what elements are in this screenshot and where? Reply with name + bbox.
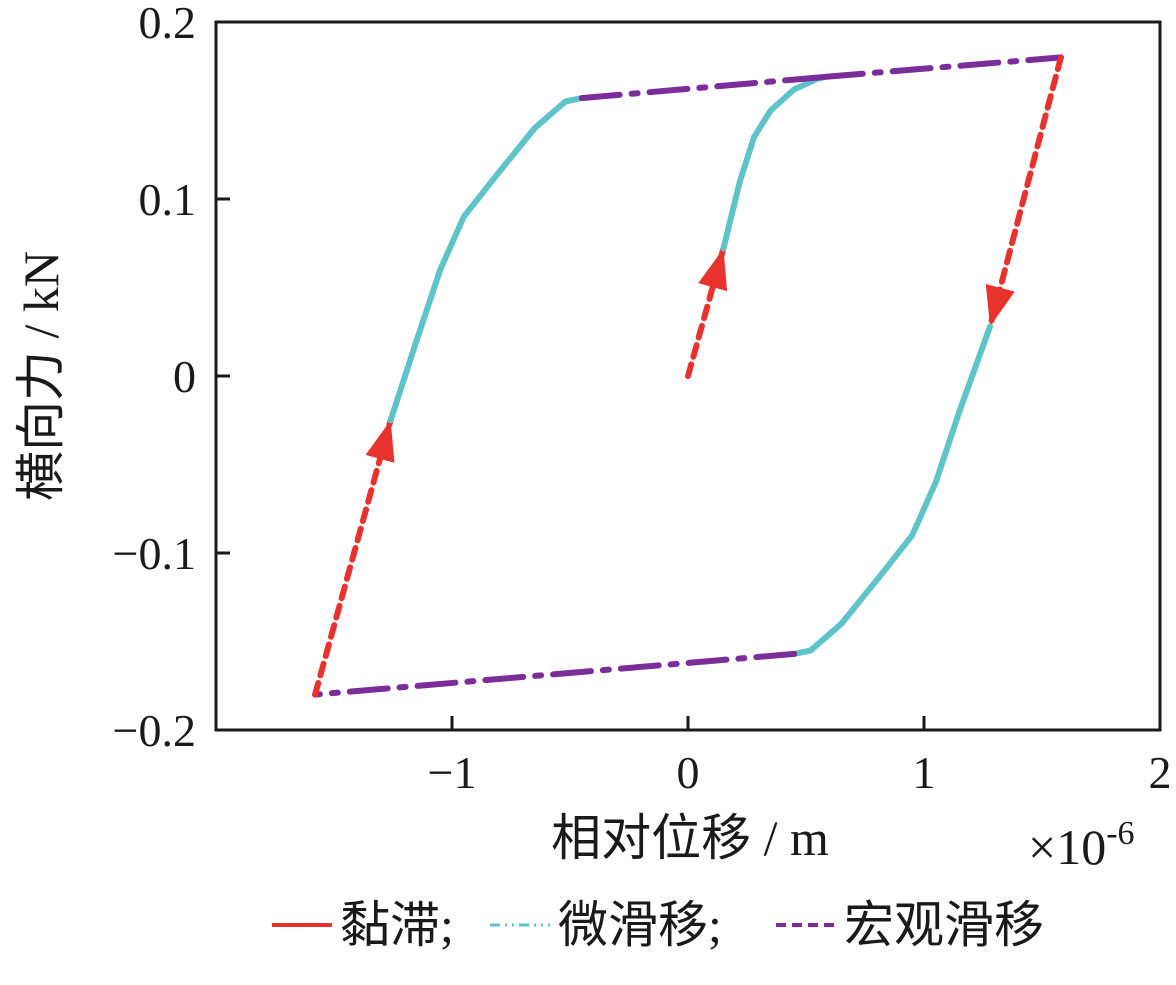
x-axis-multiplier: ×10-6 — [1028, 815, 1135, 875]
arrow-head-6 — [365, 420, 395, 463]
y-tick-label: 0.2 — [139, 0, 197, 48]
series-macro_slip-segment-8 — [578, 73, 828, 102]
series-macro_slip-segment-5 — [312, 650, 798, 698]
legend: 黏滞; 微滑移; 宏观滑移 — [272, 897, 1044, 953]
y-tick-label: −0.1 — [113, 528, 196, 579]
y-tick-label: 0 — [173, 351, 196, 402]
legend-label-macro_slip: 宏观滑移 — [844, 897, 1044, 953]
legend-label-micro_slip: 微滑移; — [558, 897, 722, 953]
x-tick-label: 2 — [1149, 747, 1172, 798]
x-tick-label: −1 — [428, 747, 477, 798]
series-micro_slip-segment-1 — [720, 73, 828, 252]
series-micro_slip-segment-4 — [791, 323, 994, 657]
y-tick-label: −0.2 — [113, 705, 196, 756]
ticks-layer: −1 0 1 2 −0.2 −0.1 0 0.1 0.2 — [113, 0, 1172, 798]
series-stick-segment-6 — [312, 417, 394, 698]
y-axis-title: 横向力 / kN — [13, 251, 69, 501]
legend-label-stick: 黏滞; — [340, 897, 454, 953]
series-micro_slip-segment-7 — [387, 95, 585, 424]
series-macro_slip-segment-2 — [821, 54, 1064, 80]
curves-layer — [312, 54, 1064, 698]
series-stick-segment-3 — [987, 54, 1064, 330]
y-tick-label: 0.1 — [139, 174, 197, 225]
arrow-head-3 — [985, 283, 1015, 327]
x-tick-label: 1 — [913, 747, 936, 798]
x-axis-title: 相对位移 / m — [551, 810, 829, 866]
x-tick-label: 0 — [677, 747, 700, 798]
arrow-head-0 — [698, 248, 728, 292]
